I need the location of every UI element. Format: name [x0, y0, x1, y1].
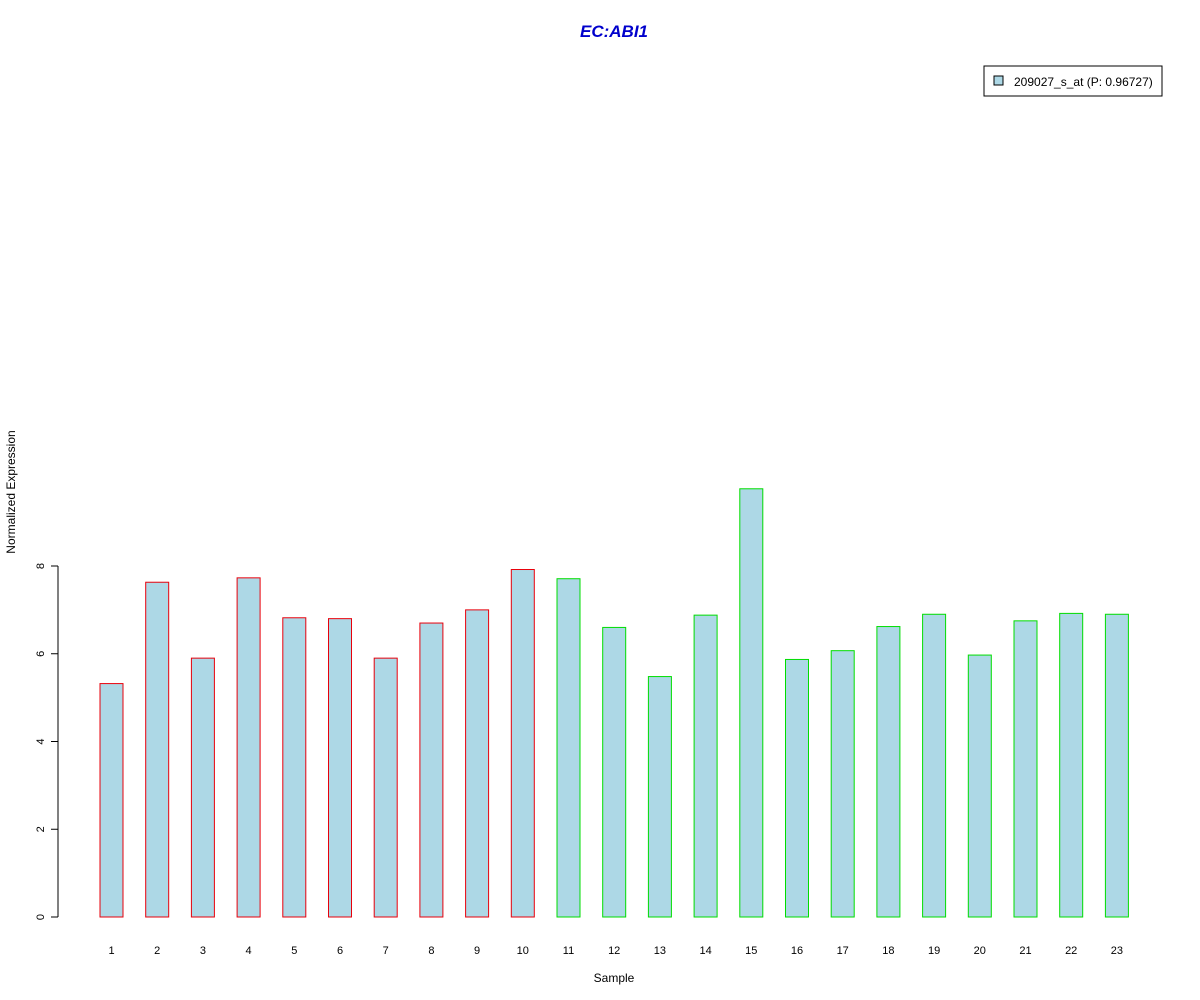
- bar-sample-18: [876, 626, 901, 918]
- y-tick-label: 4: [35, 738, 47, 744]
- bar-sample-6: [328, 618, 352, 918]
- x-tick-label: 19: [928, 945, 940, 957]
- legend-box: [983, 65, 1163, 97]
- bar-sample-17: [830, 650, 855, 918]
- chart-title: EC:ABI1: [580, 22, 648, 41]
- legend: 209027_s_at (P: 0.96727): [983, 65, 1163, 97]
- bar-sample-5: [282, 617, 307, 918]
- x-tick-label: 22: [1065, 945, 1077, 957]
- bar-sample-23: [1104, 613, 1129, 918]
- bar-sample-10: [510, 569, 535, 918]
- bar-sample-14: [693, 614, 718, 918]
- y-axis: 0 2 4 6 8: [35, 563, 59, 920]
- x-tick-label: 13: [654, 945, 666, 957]
- x-tick-label: 16: [791, 945, 803, 957]
- bar-sample-16: [785, 658, 809, 918]
- x-tick-label: 15: [745, 945, 757, 957]
- x-tick-label: 18: [882, 945, 894, 957]
- bar-sample-7: [373, 657, 398, 918]
- y-axis-label: Normalized Expression: [4, 430, 18, 553]
- bar-sample-15: [739, 488, 764, 918]
- y-tick-label: 0: [35, 914, 47, 920]
- y-tick-label: 8: [35, 563, 47, 569]
- x-tick-label: 20: [974, 945, 986, 957]
- x-tick-labels: 1 2 3 4 5 6 7 8 9 10 11 12 13 14 15 16 17 18 19 20 21 22 23: [108, 945, 1123, 957]
- x-tick-label: 7: [383, 945, 389, 957]
- bar-sample-12: [602, 626, 627, 918]
- x-tick-label: 8: [428, 945, 434, 957]
- bar-sample-9: [465, 609, 490, 918]
- bar-sample-2: [145, 581, 170, 918]
- bar-sample-19: [922, 613, 947, 918]
- bar-sample-22: [1059, 612, 1084, 918]
- x-tick-label: 9: [474, 945, 480, 957]
- bar-sample-11: [556, 578, 581, 918]
- bars: [99, 488, 1129, 918]
- bar-sample-3: [190, 657, 215, 918]
- bar-sample-20: [967, 654, 992, 918]
- x-axis-label: Sample: [594, 971, 635, 985]
- bar-sample-13: [647, 676, 672, 918]
- bar-sample-4: [236, 577, 261, 918]
- x-tick-label: 4: [246, 945, 252, 957]
- legend-swatch: [993, 75, 1004, 86]
- x-tick-label: 17: [837, 945, 849, 957]
- bar-sample-1: [99, 683, 124, 918]
- x-tick-label: 2: [154, 945, 160, 957]
- x-tick-label: 23: [1111, 945, 1123, 957]
- y-tick-label: 6: [35, 651, 47, 657]
- x-tick-label: 1: [108, 945, 114, 957]
- y-tick-label: 2: [35, 826, 47, 832]
- x-tick-label: 6: [337, 945, 343, 957]
- x-tick-label: 5: [291, 945, 297, 957]
- x-tick-label: 11: [563, 945, 574, 957]
- legend-label: 209027_s_at (P: 0.96727): [1014, 75, 1153, 89]
- bar-sample-8: [419, 622, 444, 918]
- x-tick-label: 12: [608, 945, 620, 957]
- bar-sample-21: [1013, 620, 1038, 918]
- x-tick-label: 3: [200, 945, 206, 957]
- x-tick-label: 14: [699, 945, 711, 957]
- x-tick-label: 21: [1019, 945, 1031, 957]
- x-tick-label: 10: [517, 945, 529, 957]
